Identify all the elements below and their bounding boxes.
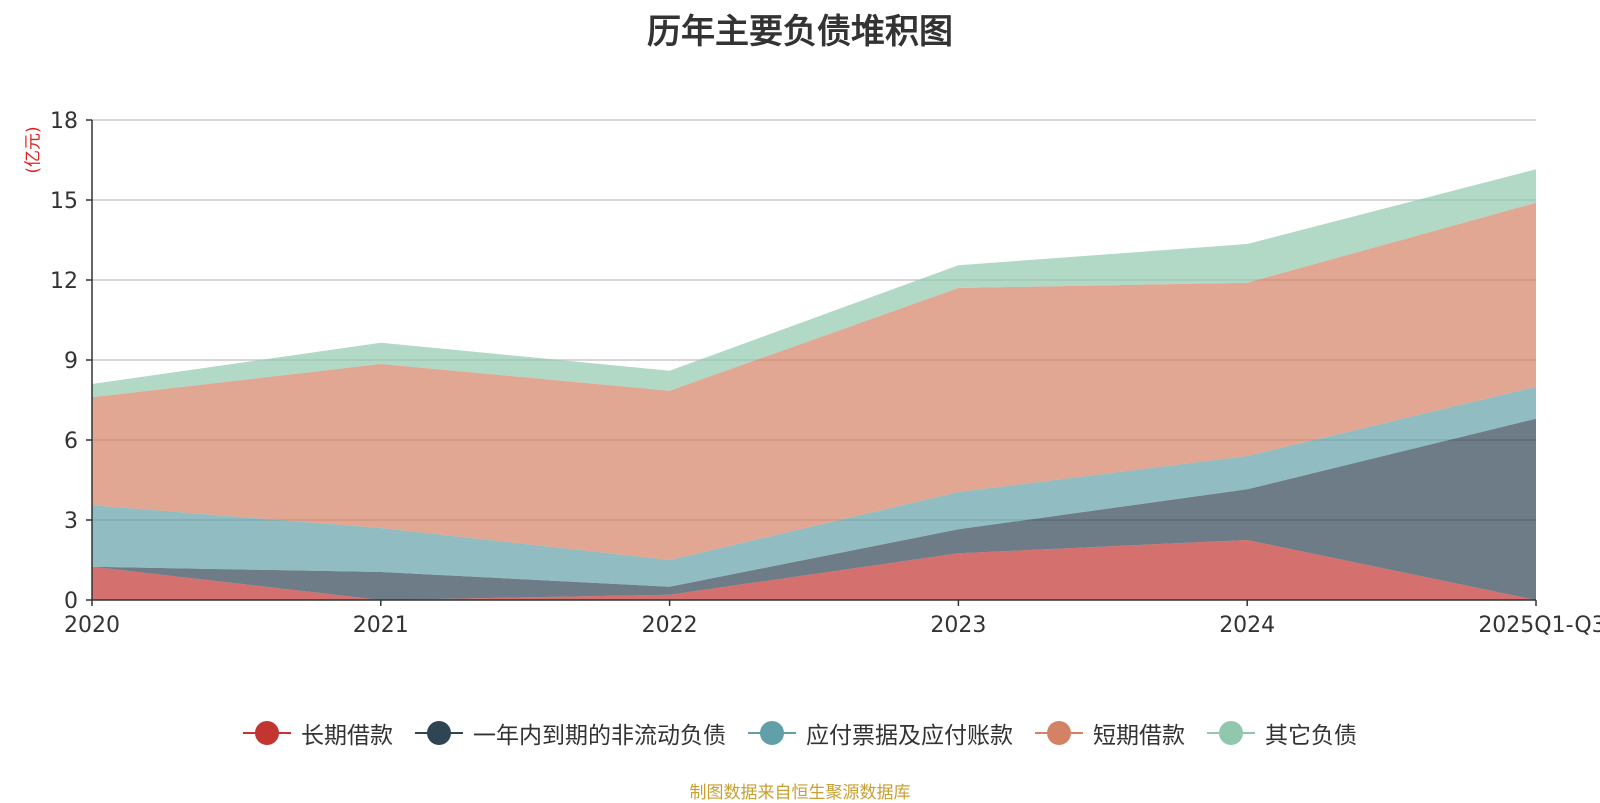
legend-item[interactable]: 应付票据及应付账款 [748, 716, 1013, 750]
legend-label: 其它负债 [1265, 723, 1357, 749]
y-tick-label: 12 [50, 269, 78, 294]
chart-title: 历年主要负债堆积图 [647, 12, 953, 52]
chart-area: 0 3 6 9 12 15 18 2020 2021 2022 2023 2024 2025Q1-Q3 [50, 109, 1600, 638]
legend-label: 长期借款 [301, 723, 393, 749]
legend-item[interactable]: 长期借款 [243, 716, 393, 750]
x-tick-label: 2022 [642, 613, 698, 638]
legend-marker-icon [748, 721, 796, 745]
y-tick-label: 6 [64, 429, 78, 454]
legend-label: 短期借款 [1093, 723, 1185, 749]
y-tick-label: 15 [50, 189, 78, 214]
y-tick-label: 3 [64, 509, 78, 534]
area-series-应付票据及应付账款 [92, 386, 1536, 587]
legend-marker-icon [1207, 721, 1255, 745]
area-series-其它负债 [92, 169, 1536, 398]
chart-legend: 长期借款 一年内到期的非流动负债 应付票据及应付账款 短期借款 其它负债 [0, 716, 1600, 750]
data-source-note: 制图数据来自恒生聚源数据库 [689, 783, 911, 803]
x-tick-label: 2025Q1-Q3 [1478, 613, 1600, 638]
area-series-一年内到期的非流动负债 [92, 418, 1536, 600]
legend-label: 应付票据及应付账款 [806, 723, 1013, 749]
y-tick-label: 0 [64, 589, 78, 614]
legend-marker-icon [415, 721, 463, 745]
y-tick-label: 9 [64, 349, 78, 374]
legend-item[interactable]: 其它负债 [1207, 716, 1357, 750]
area-series-长期借款 [92, 540, 1536, 600]
legend-marker-icon [1035, 721, 1083, 745]
x-tick-label: 2024 [1219, 613, 1275, 638]
legend-item[interactable]: 短期借款 [1035, 716, 1185, 750]
x-tick-label: 2021 [353, 613, 409, 638]
legend-label: 一年内到期的非流动负债 [473, 723, 726, 749]
x-tick-label: 2020 [64, 613, 120, 638]
legend-item[interactable]: 一年内到期的非流动负债 [415, 716, 726, 750]
area-series-短期借款 [92, 202, 1536, 560]
legend-marker-icon [243, 721, 291, 745]
y-tick-label: 18 [50, 109, 78, 134]
x-tick-label: 2023 [930, 613, 986, 638]
